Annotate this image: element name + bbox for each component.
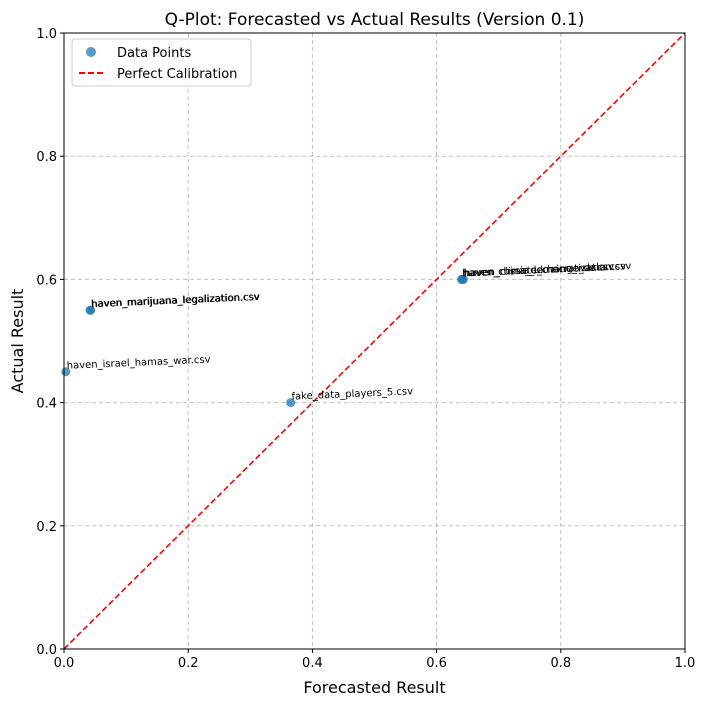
- x-tick-label: 0.8: [550, 656, 571, 671]
- legend-label-data-points: Data Points: [117, 46, 191, 61]
- x-tick-label: 0.6: [426, 656, 447, 671]
- y-tick-label: 0.2: [36, 520, 57, 535]
- y-tick-label: 0.8: [36, 150, 57, 165]
- data-point: [458, 274, 468, 284]
- y-tick-label: 0.6: [36, 273, 57, 288]
- y-tick-label: 0.0: [36, 643, 57, 658]
- y-tick-label: 1.0: [36, 27, 57, 42]
- chart-title: Q-Plot: Forecasted vs Actual Results (Ve…: [165, 10, 585, 30]
- y-tick-label: 0.4: [36, 397, 57, 412]
- data-point-label: fake_data_players_5.csv: [291, 386, 413, 402]
- x-tick-label: 0.0: [54, 656, 75, 671]
- reference-line-group: [63, 32, 686, 650]
- legend: Data Points Perfect Calibration: [71, 38, 252, 87]
- x-tick-label: 1.0: [675, 656, 696, 671]
- legend-label-perfect-calibration: Perfect Calibration: [117, 67, 237, 82]
- axis-ticks: 0.0 0.2 0.4 0.6 0.8 1.0 0.0 0.2 0.4 0.6 0.8 1.0: [36, 27, 695, 671]
- x-axis-label: Forecasted Result: [303, 678, 445, 697]
- data-point: [286, 398, 296, 408]
- y-axis-label: Actual Result: [8, 289, 27, 394]
- legend-box: [71, 38, 252, 87]
- x-tick-label: 0.2: [178, 656, 199, 671]
- data-point: [86, 305, 96, 315]
- perfect-calibration-line: [63, 32, 686, 650]
- legend-point-marker: [86, 47, 96, 57]
- x-tick-label: 0.4: [302, 656, 323, 671]
- plot-frame: [63, 32, 686, 650]
